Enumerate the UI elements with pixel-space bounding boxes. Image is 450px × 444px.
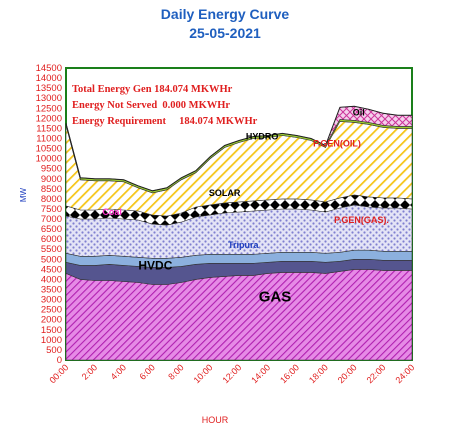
y-tick-label: 3000 xyxy=(41,295,62,306)
y-tick-label: 12500 xyxy=(36,103,62,114)
y-tick-label: 11500 xyxy=(36,123,62,134)
y-tick-label: 8000 xyxy=(41,194,62,205)
y-tick-label: 7000 xyxy=(41,214,62,225)
y-tick-label: 10500 xyxy=(36,144,62,155)
y-tick-label: 4000 xyxy=(41,274,62,285)
y-tick-label: 500 xyxy=(46,345,62,356)
x-tick-label: 6:00 xyxy=(137,362,156,381)
x-tick-label: 12:00 xyxy=(220,362,243,385)
x-tick-label: 4:00 xyxy=(109,362,128,381)
y-tick-label: 12000 xyxy=(36,113,62,124)
y-tick-label: 4500 xyxy=(41,264,62,275)
series-label: HYDRO xyxy=(246,132,279,142)
x-tick-label: 20:00 xyxy=(336,362,359,385)
y-axis-label: MW xyxy=(19,187,28,202)
x-tick-label: 22:00 xyxy=(365,362,388,385)
x-tick-label: 10:00 xyxy=(192,362,215,385)
x-tick-label: 16:00 xyxy=(278,362,301,385)
x-axis-label: HOUR xyxy=(202,415,229,425)
chart-subtitle: 25-05-2021 xyxy=(189,25,261,41)
y-tick-label: 11000 xyxy=(36,133,62,144)
y-tick-label: 8500 xyxy=(41,184,62,195)
y-tick-label: 5000 xyxy=(41,254,62,265)
x-tick-label: 24:00 xyxy=(393,362,416,385)
y-tick-label: 14500 xyxy=(36,63,62,74)
energy-annotation: Total Energy Gen 184.074 MKWHr xyxy=(72,84,233,95)
y-tick-label: 6000 xyxy=(41,234,62,245)
x-tick-label: 8:00 xyxy=(166,362,185,381)
x-tick-label: 18:00 xyxy=(307,362,330,385)
series-label: Oil xyxy=(353,107,365,117)
y-tick-label: 5500 xyxy=(41,244,62,255)
y-tick-label: 9000 xyxy=(41,174,62,185)
series-label: Tripura xyxy=(228,240,260,250)
y-tick-label: 3500 xyxy=(41,285,62,296)
chart-title: Daily Energy Curve xyxy=(160,6,290,22)
x-tick-label: 2:00 xyxy=(80,362,99,381)
y-tick-label: 13500 xyxy=(36,83,62,94)
y-tick-label: 10000 xyxy=(36,154,62,165)
y-tick-label: 7500 xyxy=(41,204,62,215)
x-tick-label: 00:00 xyxy=(47,362,70,385)
total-outline xyxy=(65,105,412,192)
y-tick-label: 0 xyxy=(57,355,62,366)
y-tick-label: 14000 xyxy=(36,73,62,84)
y-tick-label: 13000 xyxy=(36,93,62,104)
x-tick-label: 14:00 xyxy=(249,362,272,385)
series-label: P.GEN(OIL) xyxy=(313,139,361,149)
energy-annotation: Energy Requirement 184.074 MKWHr xyxy=(72,116,258,127)
series-label: P.GEN(GAS). xyxy=(334,215,389,225)
y-tick-label: 2000 xyxy=(41,315,62,326)
series-label: SOLAR xyxy=(209,188,241,198)
series-label: Coal xyxy=(102,207,122,217)
y-tick-label: 9500 xyxy=(41,164,62,175)
y-tick-label: 1500 xyxy=(41,325,62,336)
series-label: HVDC xyxy=(138,258,172,272)
y-tick-label: 6500 xyxy=(41,224,62,235)
series-label: GAS xyxy=(259,289,292,306)
y-tick-label: 2500 xyxy=(41,305,62,316)
series-area-gas xyxy=(65,269,413,361)
y-tick-label: 1000 xyxy=(41,335,62,346)
energy-annotation: Energy Not Served 0.000 MKWHr xyxy=(72,100,230,111)
